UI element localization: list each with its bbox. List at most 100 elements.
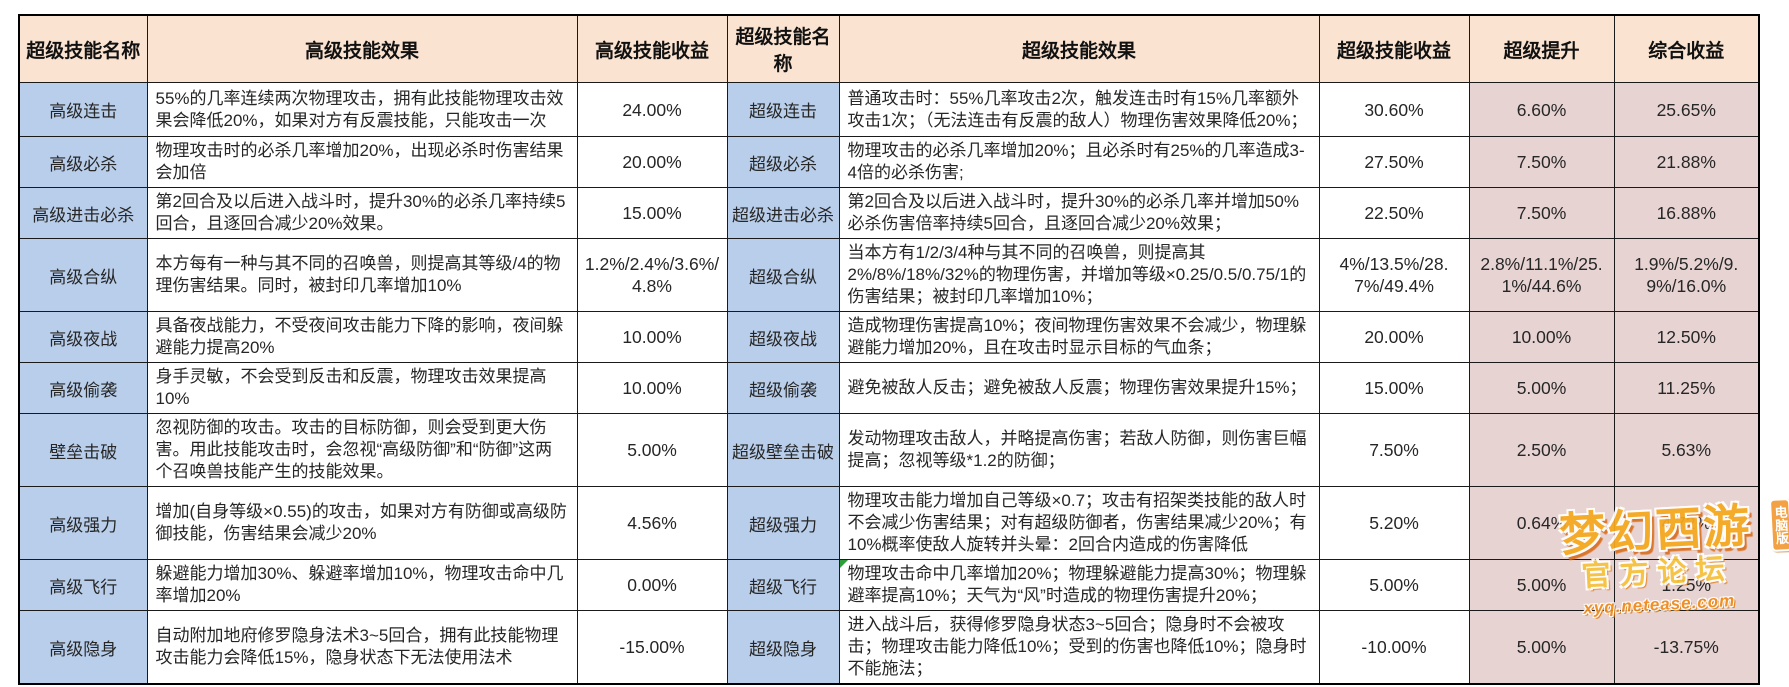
adv-skill-effect-cell: 增加(自身等级×0.55)的攻击，如果对方有防御或高级防御技能，伤害结果会减少2… <box>146 486 578 560</box>
overall-gain-cell: 4.72% <box>1613 486 1760 560</box>
table-row: 高级进击必杀 第2回合及以后进入战斗时，提升30%的必杀几率持续5回合，且逐回合减… <box>18 187 1760 239</box>
super-skill-name-cell: 超级合纵 <box>726 238 840 312</box>
overall-gain-cell: -13.75% <box>1613 610 1760 685</box>
super-boost-cell: 6.60% <box>1468 82 1615 137</box>
skill-comparison-table: 超级技能名称 高级技能效果 高级技能收益 超级技能名称 超级技能效果 超级技能收… <box>18 14 1760 685</box>
table-row: 高级飞行 躲避能力增加30%、躲避率增加10%，物理攻击命中几率增加20% 0.00… <box>18 559 1760 611</box>
adv-skill-gain-cell: 10.00% <box>576 311 728 363</box>
header-row: 超级技能名称 高级技能效果 高级技能收益 超级技能名称 超级技能效果 超级技能收… <box>18 14 1760 83</box>
super-boost-cell: 7.50% <box>1468 187 1615 239</box>
super-boost-cell: 5.00% <box>1468 362 1615 414</box>
header-super-boost: 超级提升 <box>1468 14 1615 83</box>
adv-skill-gain-cell: 24.00% <box>576 82 728 137</box>
overall-gain-cell: 21.88% <box>1613 136 1760 188</box>
super-boost-cell: 7.50% <box>1468 136 1615 188</box>
adv-skill-name-cell: 高级进击必杀 <box>18 187 148 239</box>
adv-skill-gain-cell: -15.00% <box>576 610 728 685</box>
super-boost-cell: 10.00% <box>1468 311 1615 363</box>
super-skill-effect-cell: 当本方有1/2/3/4种与其不同的召唤兽，则提高其2%/8%/18%/32%的物… <box>838 238 1320 312</box>
adv-skill-gain-cell: 10.00% <box>576 362 728 414</box>
super-skill-gain-cell: 7.50% <box>1318 413 1470 487</box>
adv-skill-name-cell: 高级强力 <box>18 486 148 560</box>
adv-skill-effect-cell: 身手灵敏，不会受到反击和反震，物理攻击效果提高10% <box>146 362 578 414</box>
adv-skill-effect-cell: 自动附加地府修罗隐身法术3~5回合，拥有此技能物理攻击能力会降低15%，隐身状态… <box>146 610 578 685</box>
table-row: 高级强力 增加(自身等级×0.55)的攻击，如果对方有防御或高级防御技能，伤害结果… <box>18 486 1760 560</box>
adv-skill-gain-cell: 0.00% <box>576 559 728 611</box>
adv-skill-name-cell: 高级偷袭 <box>18 362 148 414</box>
super-skill-effect-cell: 发动物理攻击敌人，并略提高伤害；若敌人防御，则伤害巨幅提高；忽视等级*1.2的防… <box>838 413 1320 487</box>
super-boost-cell: 2.50% <box>1468 413 1615 487</box>
adv-skill-gain-cell: 15.00% <box>576 187 728 239</box>
overall-gain-cell: 1.9%/5.2%/9.9%/16.0% <box>1613 238 1760 312</box>
adv-skill-name-cell: 高级合纵 <box>18 238 148 312</box>
super-skill-gain-cell: 27.50% <box>1318 136 1470 188</box>
table-row: 壁垒击破 忽视防御的攻击。攻击的目标防御，则会受到更大伤害。用此技能攻击时，会忽视… <box>18 413 1760 487</box>
super-skill-effect-cell: 物理攻击的必杀几率增加20%；且必杀时有25%的几率造成3-4倍的必杀伤害; <box>838 136 1320 188</box>
super-skill-gain-cell: 20.00% <box>1318 311 1470 363</box>
super-skill-gain-cell: 30.60% <box>1318 82 1470 137</box>
header-overall-gain: 综合收益 <box>1613 14 1760 83</box>
super-skill-gain-cell: 22.50% <box>1318 187 1470 239</box>
super-skill-effect-cell: 避免被敌人反击；避免被敌人反震；物理伤害效果提升15%； <box>838 362 1320 414</box>
table-row: 高级隐身 自动附加地府修罗隐身法术3~5回合，拥有此技能物理攻击能力会降低15%，… <box>18 610 1760 685</box>
adv-skill-effect-cell: 第2回合及以后进入战斗时，提升30%的必杀几率持续5回合，且逐回合减少20%效果… <box>146 187 578 239</box>
header-super-skill-gain: 超级技能收益 <box>1318 14 1470 83</box>
table-row: 高级必杀 物理攻击时的必杀几率增加20%，出现必杀时伤害结果会加倍 20.00% 超级… <box>18 136 1760 188</box>
overall-gain-cell: 25.65% <box>1613 82 1760 137</box>
super-skill-effect-cell: 物理攻击命中几率增加20%；物理躲避能力提高30%；物理躲避率提高10%；天气为… <box>838 559 1320 611</box>
header-adv-skill-gain: 高级技能收益 <box>576 14 728 83</box>
super-skill-gain-cell: 4%/13.5%/28.7%/49.4% <box>1318 238 1470 312</box>
adv-skill-name-cell: 高级连击 <box>18 82 148 137</box>
table-row: 高级夜战 具备夜战能力，不受夜间攻击能力下降的影响，夜间躲避能力提高20% 10.0… <box>18 311 1760 363</box>
adv-skill-effect-cell: 躲避能力增加30%、躲避率增加10%，物理攻击命中几率增加20% <box>146 559 578 611</box>
super-skill-name-cell: 超级强力 <box>726 486 840 560</box>
super-skill-gain-cell: -10.00% <box>1318 610 1470 685</box>
adv-skill-effect-cell: 具备夜战能力，不受夜间攻击能力下降的影响，夜间躲避能力提高20% <box>146 311 578 363</box>
overall-gain-cell: 1.25% <box>1613 559 1760 611</box>
super-boost-cell: 5.00% <box>1468 559 1615 611</box>
super-skill-name-cell: 超级夜战 <box>726 311 840 363</box>
overall-gain-cell: 11.25% <box>1613 362 1760 414</box>
adv-skill-name-cell: 壁垒击破 <box>18 413 148 487</box>
super-boost-cell: 0.64% <box>1468 486 1615 560</box>
adv-skill-gain-cell: 4.56% <box>576 486 728 560</box>
adv-skill-gain-cell: 20.00% <box>576 136 728 188</box>
super-boost-cell: 2.8%/11.1%/25.1%/44.6% <box>1468 238 1615 312</box>
adv-skill-effect-cell: 忽视防御的攻击。攻击的目标防御，则会受到更大伤害。用此技能攻击时，会忽视“高级防… <box>146 413 578 487</box>
super-skill-effect-cell: 第2回合及以后进入战斗时，提升30%的必杀几率并增加50%必杀伤害倍率持续5回合… <box>838 187 1320 239</box>
super-skill-effect-cell: 物理攻击能力增加自己等级×0.7；攻击有招架类技能的敌人时不会减少伤害结果；对有… <box>838 486 1320 560</box>
super-boost-cell: 5.00% <box>1468 610 1615 685</box>
super-skill-gain-cell: 15.00% <box>1318 362 1470 414</box>
header-super-skill-effect: 超级技能效果 <box>838 14 1320 83</box>
adv-skill-name-cell: 高级夜战 <box>18 311 148 363</box>
super-skill-name-cell: 超级连击 <box>726 82 840 137</box>
overall-gain-cell: 16.88% <box>1613 187 1760 239</box>
table-body: 高级连击 55%的几率连续两次物理攻击，拥有此技能物理攻击效果会降低20%，如果对… <box>18 82 1760 685</box>
super-skill-effect-cell: 普通攻击时：55%几率攻击2次，触发连击时有15%几率额外攻击1次；（无法连击有… <box>838 82 1320 137</box>
super-skill-name-cell: 超级必杀 <box>726 136 840 188</box>
super-skill-name-cell: 超级进击必杀 <box>726 187 840 239</box>
super-skill-name-cell: 超级壁垒击破 <box>726 413 840 487</box>
adv-skill-effect-cell: 物理攻击时的必杀几率增加20%，出现必杀时伤害结果会加倍 <box>146 136 578 188</box>
adv-skill-effect-cell: 55%的几率连续两次物理攻击，拥有此技能物理攻击效果会降低20%，如果对方有反震… <box>146 82 578 137</box>
adv-skill-name-cell: 高级必杀 <box>18 136 148 188</box>
adv-skill-name-cell: 高级隐身 <box>18 610 148 685</box>
header-super-skill-name-left: 超级技能名称 <box>18 14 148 83</box>
overall-gain-cell: 5.63% <box>1613 413 1760 487</box>
header-adv-skill-effect: 高级技能效果 <box>146 14 578 83</box>
header-super-skill-name: 超级技能名称 <box>726 14 840 83</box>
super-skill-name-cell: 超级隐身 <box>726 610 840 685</box>
table-row: 高级偷袭 身手灵敏，不会受到反击和反震，物理攻击效果提高10% 10.00% 超级偷袭… <box>18 362 1760 414</box>
super-skill-name-cell: 超级飞行 <box>726 559 840 611</box>
adv-skill-effect-cell: 本方每有一种与其不同的召唤兽，则提高其等级/4的物理伤害结果。同时，被封印几率增… <box>146 238 578 312</box>
adv-skill-name-cell: 高级飞行 <box>18 559 148 611</box>
adv-skill-gain-cell: 1.2%/2.4%/3.6%/4.8% <box>576 238 728 312</box>
watermark-badge: 电脑版 <box>1768 497 1789 552</box>
super-skill-gain-cell: 5.00% <box>1318 559 1470 611</box>
super-skill-effect-cell: 进入战斗后，获得修罗隐身状态3~5回合；隐身时不会被攻击；物理攻击能力降低10%… <box>838 610 1320 685</box>
super-skill-effect-cell: 造成物理伤害提高10%；夜间物理伤害效果不会减少，物理躲避能力增加20%，且在攻… <box>838 311 1320 363</box>
table-row: 高级合纵 本方每有一种与其不同的召唤兽，则提高其等级/4的物理伤害结果。同时，被封… <box>18 238 1760 312</box>
super-skill-name-cell: 超级偷袭 <box>726 362 840 414</box>
table-row: 高级连击 55%的几率连续两次物理攻击，拥有此技能物理攻击效果会降低20%，如果对… <box>18 82 1760 137</box>
super-skill-gain-cell: 5.20% <box>1318 486 1470 560</box>
